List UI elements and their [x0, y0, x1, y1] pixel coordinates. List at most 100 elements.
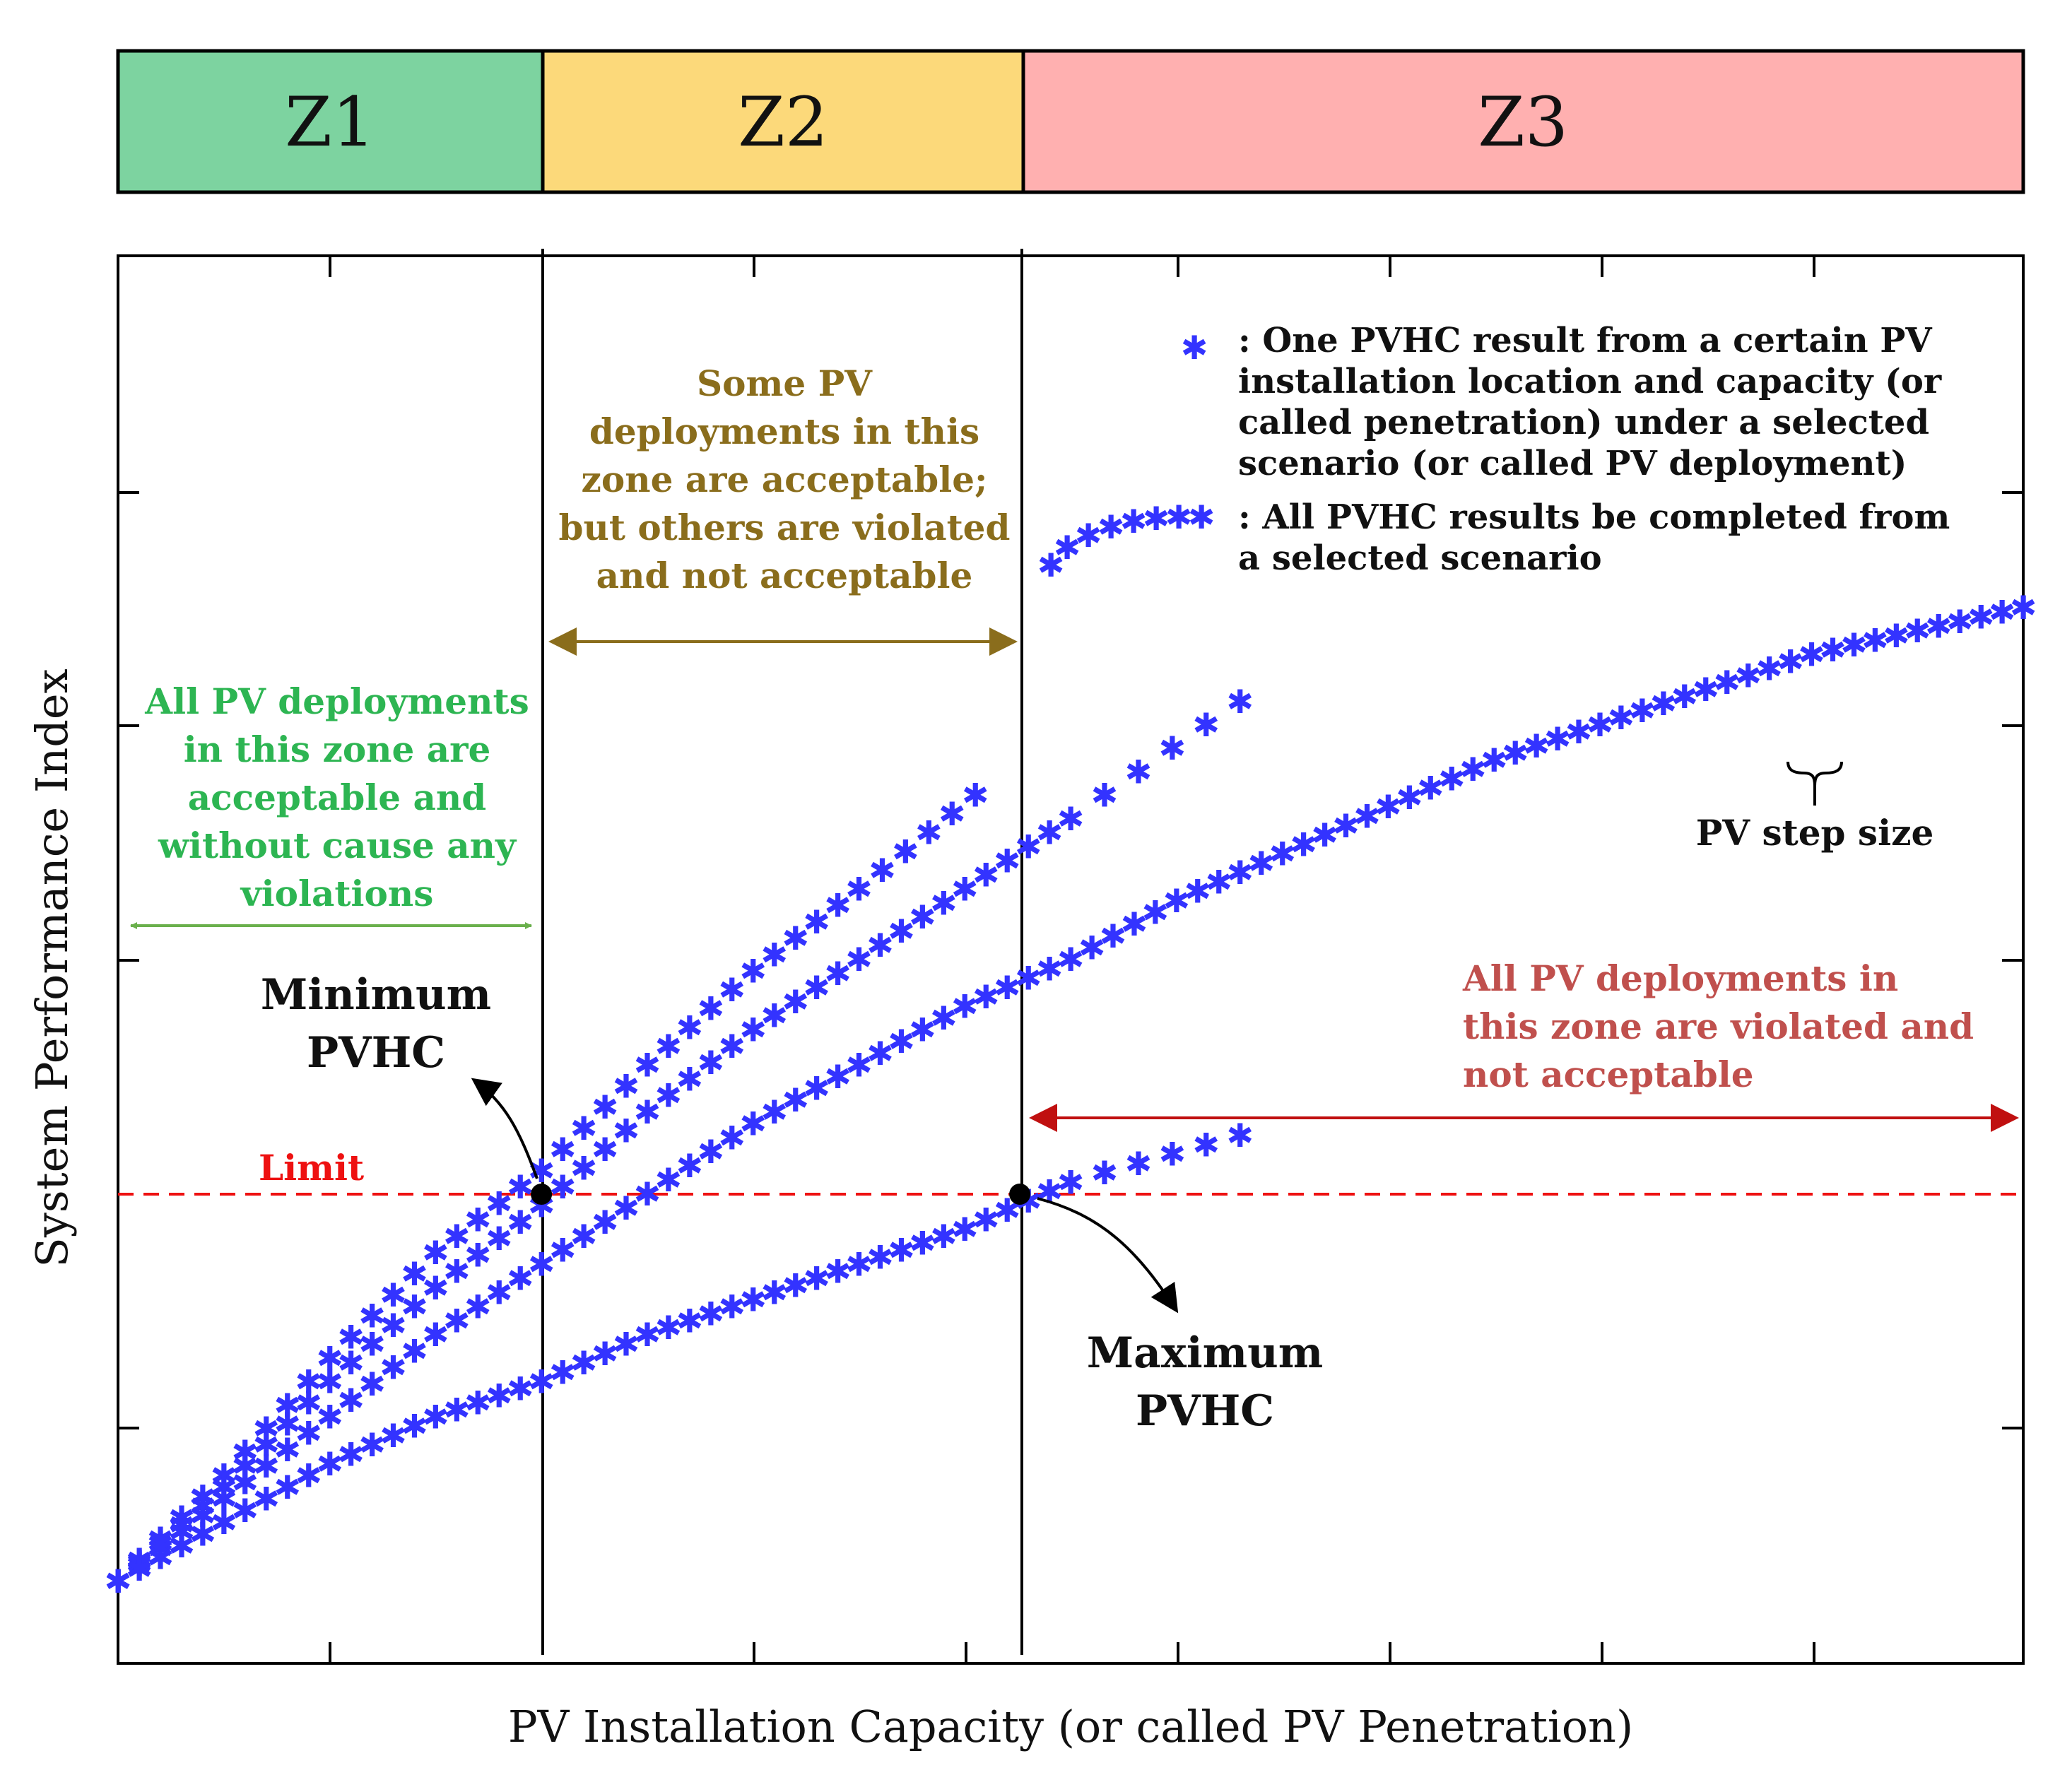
data-point: ✱: [1226, 1116, 1254, 1155]
data-point: ✱: [739, 1280, 767, 1319]
legend-series-point: ✱: [1165, 498, 1193, 536]
data-point: ✱: [613, 1189, 640, 1227]
data-point: ✱: [972, 1201, 1000, 1239]
data-point: ✱: [1713, 664, 1741, 702]
data-point: ✱: [189, 1487, 217, 1526]
data-point: ✱: [358, 1426, 386, 1464]
x-axis-title: PV Installation Capacity (or called PV P…: [508, 1701, 1633, 1752]
data-point: ✱: [803, 1260, 830, 1298]
data-point: ✱: [739, 1104, 767, 1143]
data-point: ✱: [1375, 788, 1402, 826]
data-point: ✱: [803, 1070, 830, 1108]
data-point: ✱: [888, 912, 915, 950]
data-point: ✱: [1417, 769, 1444, 808]
data-point: ✱: [147, 1539, 175, 1577]
data-point: ✱: [915, 814, 943, 852]
data-point: ✱: [1861, 622, 1889, 660]
data-point: ✱: [1057, 1163, 1085, 1201]
data-point: ✱: [422, 1398, 449, 1436]
data-point: ✱: [1755, 649, 1783, 688]
data-point: ✱: [824, 1058, 852, 1096]
legend-single-line-2: installation location and capacity (or: [1238, 362, 1942, 401]
data-point: ✱: [888, 1232, 915, 1270]
data-point: ✱: [1819, 631, 1847, 669]
z2-line-1: Some PV: [697, 362, 873, 404]
data-point: ✱: [485, 1377, 513, 1415]
data-point: ✱: [1226, 854, 1254, 892]
data-point: ✱: [231, 1433, 259, 1471]
data-point: ✱: [1883, 617, 1910, 655]
data-point: ✱: [1100, 917, 1127, 955]
data-point: ✱: [697, 1044, 725, 1082]
data-point: ✱: [358, 1297, 386, 1335]
data-point: ✱: [1078, 928, 1106, 967]
series-deployment-4: ✱✱✱✱✱✱✱✱✱✱✱✱✱✱✱✱✱✱✱✱✱✱✱✱✱✱✱✱✱✱✱✱✱✱✱✱✱✱✱✱…: [105, 1116, 1254, 1600]
data-point: ✱: [168, 1506, 196, 1544]
data-point: ✱: [105, 1562, 132, 1600]
data-point: ✱: [147, 1520, 175, 1558]
data-point: ✱: [1311, 816, 1338, 854]
data-point: ✱: [634, 1093, 661, 1131]
data-point: ✱: [337, 1344, 365, 1382]
data-point: ✱: [379, 1417, 407, 1455]
data-point: ✱: [676, 1147, 704, 1185]
z2-line-5: and not acceptable: [596, 555, 973, 596]
z3-line-2: this zone are violated and: [1463, 1006, 1974, 1047]
data-point: ✱: [211, 1468, 238, 1506]
data-point: ✱: [295, 1363, 322, 1401]
data-point: ✱: [105, 1562, 132, 1600]
data-point: ✱: [866, 1239, 894, 1277]
data-point: ✱: [782, 983, 809, 1021]
data-point: ✱: [655, 1309, 683, 1347]
data-point: ✱: [869, 851, 896, 890]
data-point: ✱: [126, 1550, 153, 1588]
data-point: ✱: [718, 1027, 746, 1066]
data-point: ✱: [464, 1287, 492, 1326]
data-point: ✱: [803, 903, 830, 941]
data-point: ✱: [676, 1060, 704, 1098]
data-point: ✱: [760, 1273, 788, 1311]
data-point: ✱: [549, 1168, 577, 1206]
y-axis-title: System Performance Index: [26, 668, 78, 1267]
legend-series-point: ✱: [1097, 508, 1125, 546]
data-point: ✱: [739, 1011, 767, 1049]
legend-single-line-1: : One PVHC result from a certain PV: [1238, 321, 1932, 360]
z2-annotation: Some PV deployments in this zone are acc…: [559, 362, 1011, 596]
legend-single-line-3: called penetration) under a selected: [1238, 403, 1929, 442]
data-point: ✱: [379, 1276, 407, 1314]
data-point: ✱: [231, 1447, 259, 1485]
min-pvhc-arrow: [471, 1078, 538, 1179]
z1-line-3: acceptable and: [188, 777, 486, 818]
data-point: ✱: [1290, 825, 1317, 863]
data-point: ✱: [358, 1365, 386, 1403]
data-point: ✱: [273, 1386, 301, 1425]
data-point: ✱: [613, 1067, 640, 1105]
data-point: ✱: [591, 1088, 619, 1126]
series-deployment-2: ✱✱✱✱✱✱✱✱✱✱✱✱✱✱✱✱✱✱✱✱✱✱✱✱✱✱✱✱✱✱✱✱✱✱✱✱✱✱✱✱…: [105, 683, 1254, 1600]
data-point: ✱: [1353, 798, 1381, 836]
data-point: ✱: [1125, 1145, 1153, 1183]
data-point: ✱: [1565, 713, 1593, 751]
data-point: ✱: [1192, 706, 1220, 744]
data-point: ✱: [803, 969, 830, 1007]
z1-line-4: without cause any: [158, 825, 517, 866]
data-point: ✱: [1734, 656, 1762, 695]
zone-z3: [1021, 49, 2025, 194]
max-pvhc-point: [1009, 1184, 1031, 1205]
data-point: ✱: [938, 795, 966, 833]
legend-series-line-1: : All PVHC results be completed from: [1238, 497, 1950, 537]
data-point: ✱: [168, 1513, 196, 1551]
data-point: ✱: [379, 1349, 407, 1387]
data-point: ✱: [972, 856, 1000, 895]
data-point: ✱: [252, 1410, 280, 1448]
data-point: ✱: [1671, 678, 1698, 716]
data-point: ✱: [528, 1152, 555, 1190]
data-point: ✱: [930, 884, 958, 922]
data-point: ✱: [252, 1480, 280, 1519]
max-pvhc-label-2: PVHC: [1136, 1386, 1274, 1436]
data-point: ✱: [295, 1384, 322, 1422]
data-point: ✱: [295, 1415, 322, 1453]
data-point: ✱: [760, 936, 788, 974]
data-point: ✱: [1159, 1136, 1187, 1174]
